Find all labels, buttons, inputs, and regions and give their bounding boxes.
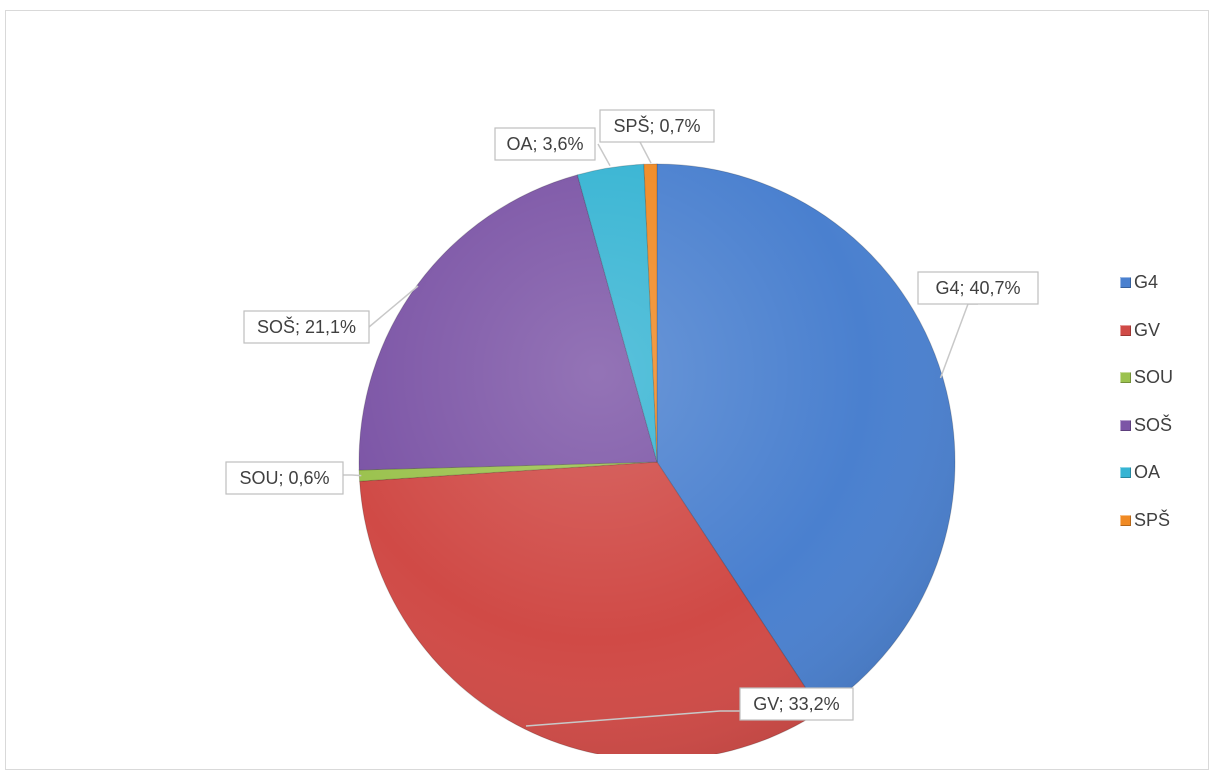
legend-label-sos: SOŠ: [1134, 414, 1173, 435]
legend-item-gv: GV: [1120, 307, 1205, 355]
legend-swatch-sps: [1120, 514, 1131, 526]
data-label-oa: OA; 3,6%: [494, 127, 596, 161]
legend: G4 GV SOU SOŠ OA SPŠ: [1120, 259, 1205, 544]
legend-swatch-oa: [1120, 467, 1131, 479]
legend-swatch-g4: [1120, 277, 1131, 289]
leader-line-sos: [368, 285, 419, 328]
data-label-text-sps: SPŠ; 0,7%: [613, 115, 700, 136]
legend-label-sps: SPŠ: [1134, 509, 1171, 530]
leader-line-g4: [939, 303, 978, 379]
data-label-text-sos: SOŠ; 21,1%: [257, 316, 356, 337]
data-label-box-gv: [739, 687, 854, 721]
data-label-sou: SOU; 0,6%: [225, 461, 344, 495]
legend-item-sps: SPŠ: [1120, 497, 1205, 545]
data-label-text-gv: GV; 33,2%: [753, 694, 839, 714]
data-label-sos: SOŠ; 21,1%: [243, 310, 370, 344]
legend-label-oa: OA: [1134, 462, 1161, 483]
data-label-g4: G4; 40,7%: [917, 271, 1039, 305]
legend-swatch-sou: [1120, 372, 1131, 384]
data-label-box-oa: [494, 127, 596, 161]
pie-chart: G4; 40,7% GV; 33,2% SOU; 0,6% SOŠ; 21,1% OA;…: [225, 109, 1039, 754]
leader-line-sps: [639, 141, 652, 164]
legend-label-gv: GV: [1134, 319, 1161, 340]
data-label-box-sos: [243, 310, 370, 344]
leader-line-sou: [343, 474, 362, 477]
legend-item-g4: G4: [1120, 259, 1205, 307]
legend-item-sou: SOU: [1120, 354, 1205, 402]
data-label-text-g4: G4; 40,7%: [935, 278, 1020, 298]
data-label-gv: GV; 33,2%: [739, 687, 854, 721]
legend-label-sou: SOU: [1134, 367, 1174, 388]
legend-item-oa: OA: [1120, 449, 1205, 497]
data-label-box-sou: [225, 461, 344, 495]
legend-label-g4: G4: [1134, 272, 1159, 293]
data-label-sps: SPŠ; 0,7%: [599, 109, 715, 143]
leader-line-gv: [525, 710, 740, 727]
pie-slices: [358, 163, 956, 754]
legend-swatch-sos: [1120, 419, 1131, 431]
leader-line-oa: [597, 143, 611, 167]
data-label-box-sps: [599, 109, 715, 143]
data-label-box-g4: [917, 271, 1039, 305]
data-label-text-sou: SOU; 0,6%: [239, 468, 329, 488]
legend-item-sos: SOŠ: [1120, 402, 1205, 450]
data-labels: G4; 40,7% GV; 33,2% SOU; 0,6% SOŠ; 21,1% OA;…: [225, 109, 1039, 721]
legend-swatch-gv: [1120, 324, 1131, 336]
data-label-text-oa: OA; 3,6%: [506, 134, 583, 154]
